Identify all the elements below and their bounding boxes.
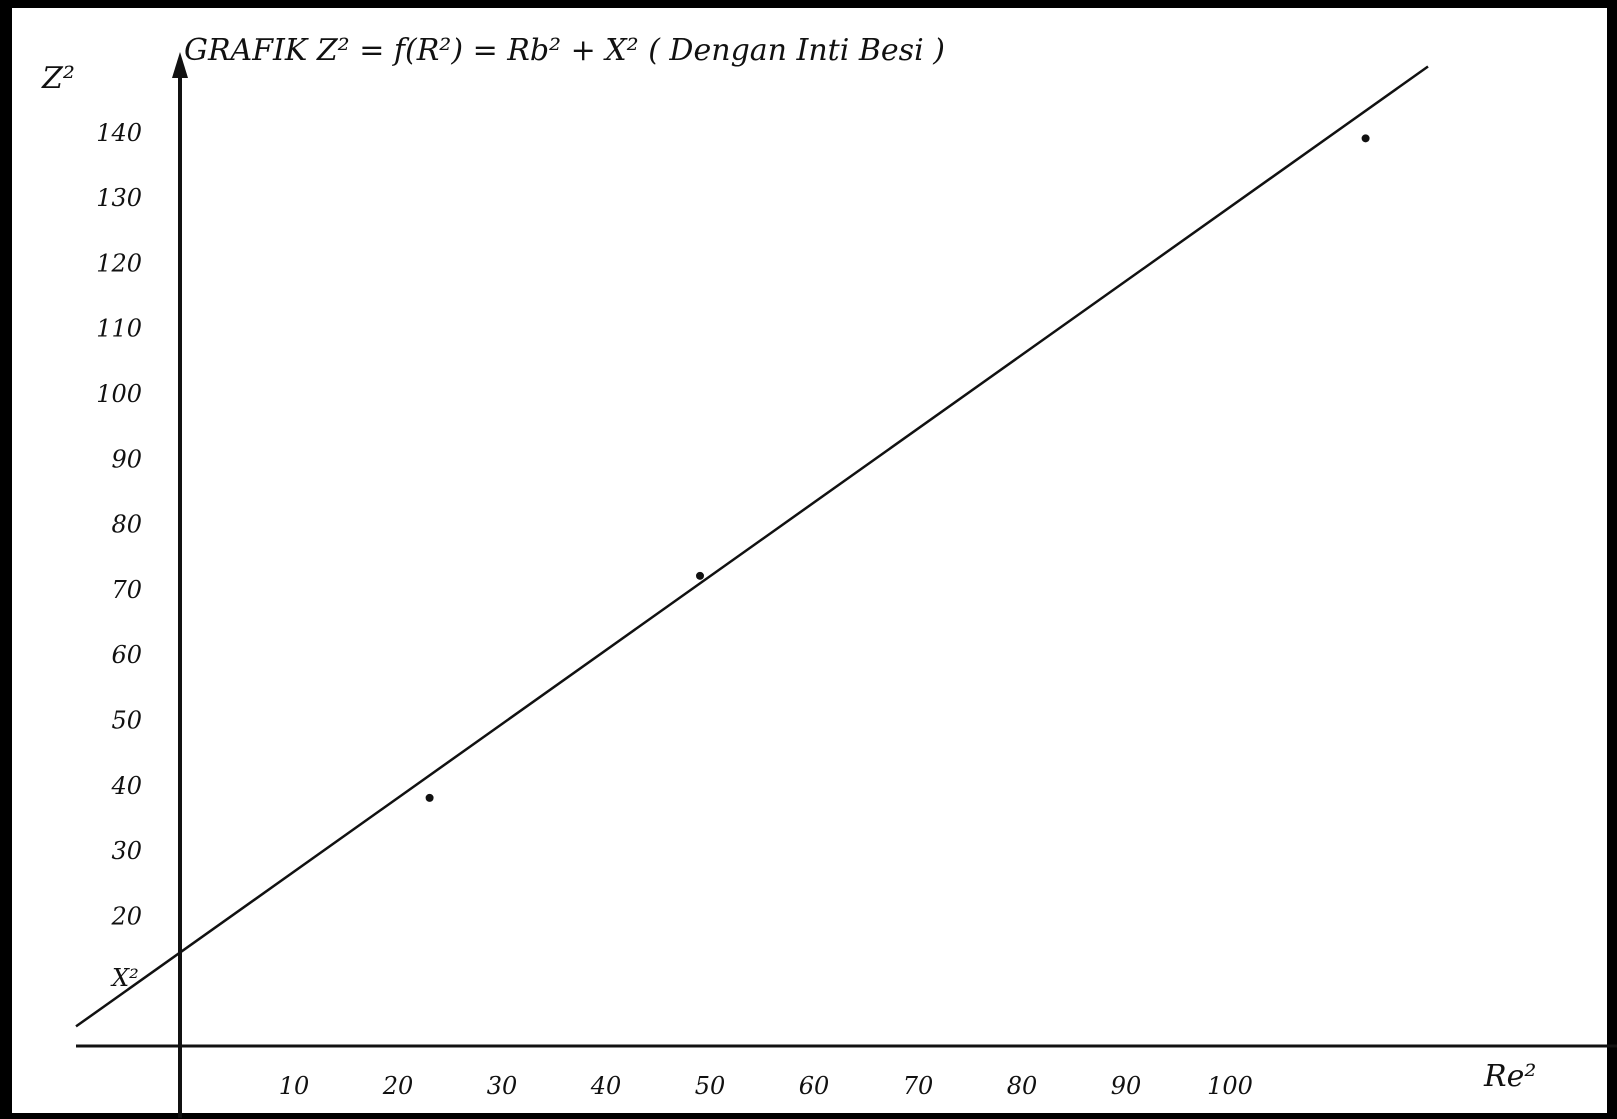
x-tick-label: 10 — [279, 1072, 310, 1100]
axes — [76, 52, 1617, 1118]
series — [75, 65, 1429, 1028]
y-tick-label: 70 — [111, 576, 142, 604]
x-axis-ticks: 10 20 30 40 50 60 70 80 90 100 — [279, 1072, 1253, 1100]
y-tick-label: 30 — [111, 837, 142, 865]
fit-line — [75, 65, 1429, 1028]
x-tick-label: 80 — [1007, 1072, 1038, 1100]
y-intercept-label: X² — [110, 964, 139, 992]
y-axis-ticks: 20 30 40 50 60 70 80 90 100 110 120 130 140 — [96, 119, 142, 931]
y-tick-label: 50 — [111, 707, 142, 735]
y-tick-label: 120 — [96, 249, 142, 277]
x-tick-label: 70 — [903, 1072, 934, 1100]
x-axis-label: Re² — [1483, 1059, 1536, 1094]
y-tick-label: 20 — [110, 902, 142, 930]
y-axis-arrow — [172, 52, 188, 78]
x-tick-label: 90 — [1111, 1072, 1142, 1100]
x-tick-label: 40 — [590, 1072, 622, 1100]
y-tick-label: 40 — [110, 772, 142, 800]
data-point — [425, 793, 434, 802]
y-tick-label: 90 — [111, 445, 142, 473]
x-tick-label: 50 — [695, 1072, 726, 1100]
x-tick-label: 30 — [487, 1072, 518, 1100]
chart-title: GRAFIK Z² = f(R²) = Rb² + X² ( Dengan In… — [184, 33, 945, 68]
y-axis-label: Z² — [41, 61, 75, 96]
y-tick-label: 110 — [96, 315, 142, 343]
x-tick-label: 60 — [799, 1072, 830, 1100]
x-tick-label: 100 — [1207, 1072, 1253, 1100]
y-tick-label: 80 — [111, 511, 142, 539]
y-tick-label: 130 — [96, 184, 142, 212]
paper-sheet — [12, 8, 1607, 1113]
data-point — [1361, 134, 1370, 143]
data-point — [696, 571, 704, 580]
x-tick-label: 20 — [382, 1072, 414, 1100]
y-tick-label: 100 — [96, 380, 142, 408]
y-tick-label: 60 — [111, 641, 142, 669]
y-tick-label: 140 — [96, 119, 142, 147]
